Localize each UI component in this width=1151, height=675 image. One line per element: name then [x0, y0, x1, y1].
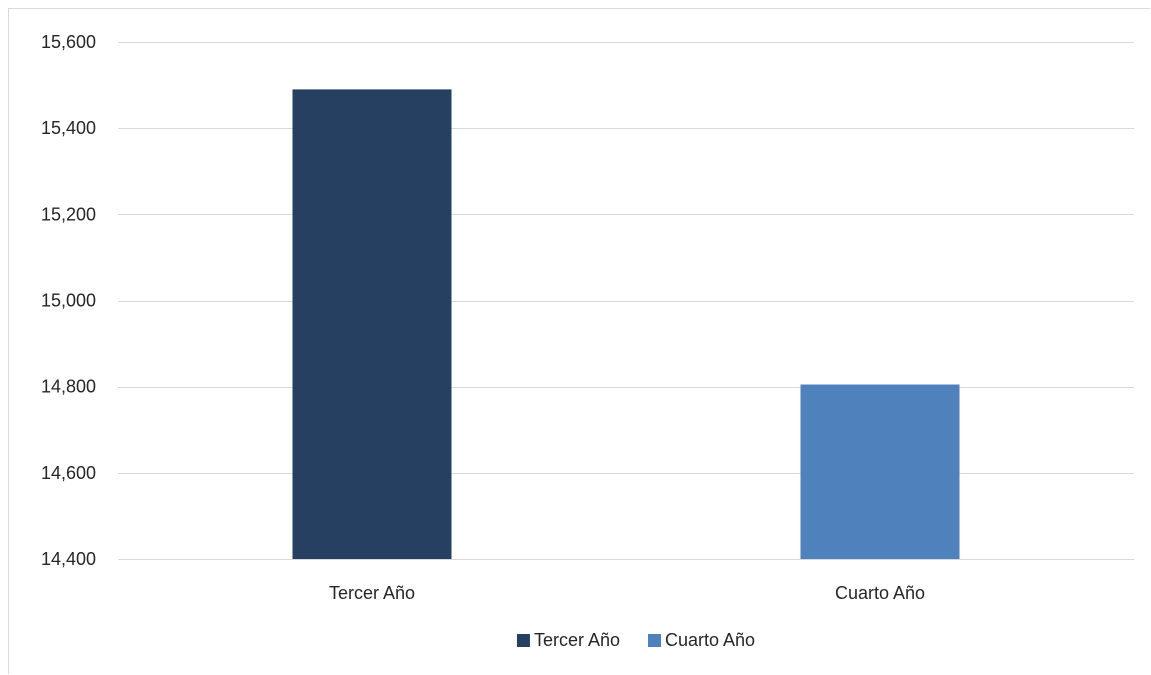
legend-swatch-1: [516, 634, 530, 647]
x-tick-label: Tercer Año: [329, 583, 415, 603]
x-tick-label: Cuarto Año: [835, 583, 925, 603]
bar-2: [800, 384, 960, 559]
y-tick-label: 15,400: [41, 118, 96, 138]
y-tick-label: 15,000: [41, 291, 96, 311]
bars: [292, 89, 960, 560]
y-tick-label: 14,800: [41, 377, 96, 397]
legend-label: Tercer Año: [534, 630, 620, 650]
x-axis-tick-labels: Tercer Año Cuarto Año: [329, 583, 925, 603]
bar-1: [292, 89, 452, 560]
y-axis-tick-labels: 14,400 14,600 14,800 15,000 15,200 15,400 15,6…: [41, 32, 96, 569]
legend: Tercer Año Cuarto Año: [516, 630, 755, 650]
legend-label: Cuarto Año: [665, 630, 755, 650]
y-tick-label: 14,600: [41, 463, 96, 483]
y-tick-label: 15,200: [41, 204, 96, 224]
legend-swatch-2: [647, 634, 661, 647]
chart-frame: [8, 8, 1150, 674]
gridlines: [118, 42, 1134, 560]
y-tick-label: 14,400: [41, 549, 96, 569]
y-tick-label: 15,600: [41, 32, 96, 52]
